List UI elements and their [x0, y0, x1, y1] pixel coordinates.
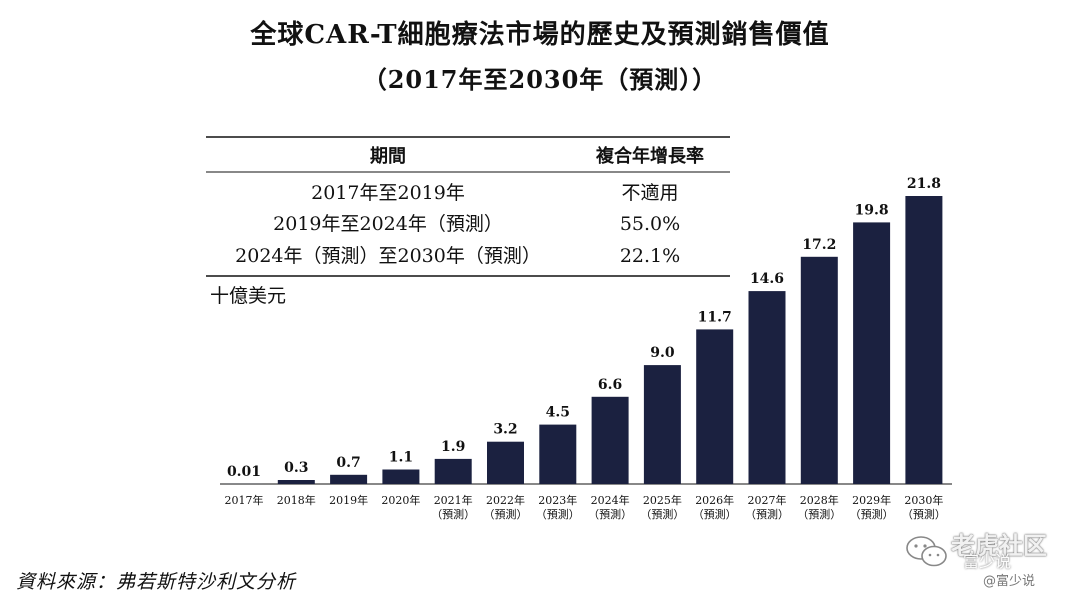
table-row-period: 2017年至2019年 [311, 182, 465, 204]
bar [800, 256, 838, 484]
table-row-period: 2019年至2024年（預測） [273, 213, 503, 235]
x-tick-label: 2029年 [852, 493, 891, 507]
x-tick-label: 2018年 [277, 493, 316, 507]
bar [748, 291, 786, 484]
x-tick-sublabel: （預測） [850, 507, 894, 521]
bar-value-label: 17.2 [802, 237, 836, 253]
x-tick-sublabel: （預測） [431, 507, 475, 521]
bar-value-label: 4.5 [546, 405, 570, 421]
table-row-rate: 55.0% [620, 213, 680, 235]
bar-value-label: 0.3 [284, 460, 308, 476]
source-note: 資料來源：弗若斯特沙利文分析 [16, 571, 297, 593]
chat-bubble-icon [906, 536, 947, 567]
bar [643, 365, 681, 484]
x-tick-sublabel: （預測） [536, 507, 580, 521]
table-header-cagr: 複合年增長率 [595, 145, 704, 167]
watermark-handle: @富少说 [983, 574, 1036, 589]
x-tick-label: 2027年 [748, 493, 787, 507]
bars-layer: 0.01 2017年 0.3 2018年 0.7 2019年 1.1 2020年 1.9 2021… [225, 176, 946, 521]
x-tick-label: 2020年 [381, 493, 420, 507]
bar [330, 474, 368, 484]
x-tick-label: 2021年 [434, 493, 473, 507]
bar [487, 441, 524, 484]
x-tick-label: 2017年 [225, 493, 264, 507]
chart-subtitle: （2017年至2030年（預測）） [362, 65, 718, 94]
x-tick-label: 2019年 [329, 493, 368, 507]
x-tick-sublabel: （預測） [640, 507, 684, 521]
x-tick-label: 2026年 [695, 493, 734, 507]
table-row-period: 2024年（預測）至2030年（預測） [235, 245, 541, 267]
bar-value-label: 6.6 [598, 377, 622, 393]
chart-title: 全球CAR-T細胞療法市場的歷史及預測銷售價值 [250, 20, 830, 50]
x-tick-sublabel: （預測） [797, 507, 841, 521]
x-tick-sublabel: （預測） [588, 507, 632, 521]
bar [591, 396, 629, 484]
bar-value-label: 1.9 [441, 439, 465, 455]
x-tick-label: 2022年 [486, 493, 525, 507]
bar-value-label: 9.0 [650, 345, 675, 361]
x-tick-label: 2028年 [800, 493, 839, 507]
x-tick-label: 2023年 [538, 493, 577, 507]
table-row-rate: 不適用 [621, 182, 678, 204]
x-tick-sublabel: （預測） [745, 507, 789, 521]
watermark-main: 老虎社区 [951, 532, 1047, 560]
bar [277, 480, 315, 484]
bar [696, 329, 734, 484]
bar-value-label: 3.2 [493, 422, 517, 438]
bar-value-label: 0.7 [336, 455, 360, 471]
bar [539, 424, 577, 484]
table-header-period: 期間 [370, 146, 406, 167]
y-unit-label: 十億美元 [210, 285, 286, 307]
bar-value-label: 1.1 [389, 450, 413, 466]
x-tick-label: 2025年 [643, 493, 682, 507]
x-tick-sublabel: （預測） [484, 507, 528, 521]
bar [905, 196, 943, 484]
bar-value-label: 21.8 [907, 176, 941, 192]
table-row-rate: 22.1% [620, 245, 680, 267]
watermark: 老虎社区 富少说 @富少说 [905, 524, 1075, 594]
bar [853, 222, 891, 484]
x-tick-sublabel: （預測） [902, 507, 946, 521]
x-tick-label: 2024年 [591, 493, 630, 507]
bar [434, 458, 472, 484]
bar-value-label: 19.8 [855, 202, 889, 218]
cagr-table: 期間 複合年增長率 2017年至2019年 不適用 2019年至2024年（預測… [206, 136, 730, 277]
x-tick-label: 2030年 [904, 493, 943, 507]
bar-value-label: 0.01 [227, 464, 261, 480]
bar-value-label: 11.7 [698, 309, 732, 325]
watermark-sub: 富少说 [963, 552, 1012, 571]
bar-value-label: 14.6 [750, 271, 784, 287]
x-tick-sublabel: （預測） [693, 507, 737, 521]
bar [382, 469, 420, 484]
